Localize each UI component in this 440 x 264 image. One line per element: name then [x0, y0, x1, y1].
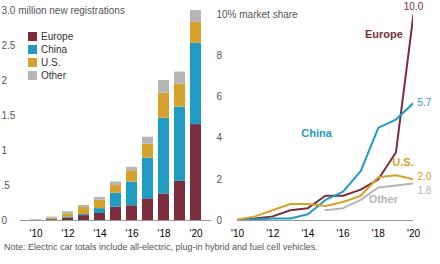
svg-text:.5: .5	[2, 180, 11, 191]
svg-text:2.5: 2.5	[2, 40, 16, 51]
html-text:U.S.: U.S.	[41, 57, 61, 68]
svg-text:10% market share: 10% market share	[217, 9, 299, 20]
svg-text:U.S.: U.S.	[392, 156, 413, 168]
svg-text:10.0: 10.0	[404, 1, 424, 12]
svg-text:2: 2	[217, 174, 223, 185]
svg-text:5.7: 5.7	[418, 97, 432, 108]
svg-text:'12: '12	[266, 228, 279, 239]
svg-text:'16: '16	[125, 228, 138, 239]
svg-text:4: 4	[217, 132, 223, 143]
svg-text:'18: '18	[372, 228, 385, 239]
svg-text:6: 6	[217, 91, 223, 102]
html-text:Note: Electric car totals incl: Note: Electric car totals include all-el…	[4, 242, 318, 252]
html-text:Europe: Europe	[41, 31, 74, 42]
svg-text:2: 2	[2, 75, 8, 86]
svg-text:'16: '16	[337, 228, 350, 239]
html-text:China: China	[41, 44, 68, 55]
svg-text:'14: '14	[301, 228, 314, 239]
svg-text:'20: '20	[189, 228, 202, 239]
svg-text:3.0 million new registrations: 3.0 million new registrations	[2, 5, 125, 16]
svg-text:Europe: Europe	[365, 28, 403, 40]
svg-text:0: 0	[217, 215, 223, 226]
svg-text:'12: '12	[61, 228, 74, 239]
svg-text:1: 1	[2, 145, 8, 156]
svg-text:'10: '10	[29, 228, 42, 239]
svg-text:8: 8	[217, 50, 223, 61]
svg-text:Other: Other	[369, 193, 399, 205]
svg-text:'14: '14	[93, 228, 106, 239]
svg-text:2.0: 2.0	[418, 171, 432, 182]
svg-text:'10: '10	[231, 228, 244, 239]
svg-text:1.8: 1.8	[418, 185, 432, 196]
svg-text:China: China	[301, 127, 332, 139]
html-text:Other: Other	[41, 70, 66, 81]
svg-text:'18: '18	[157, 228, 170, 239]
svg-text:'20: '20	[407, 228, 420, 239]
svg-text:0: 0	[2, 215, 8, 226]
svg-text:1.5: 1.5	[2, 110, 16, 121]
